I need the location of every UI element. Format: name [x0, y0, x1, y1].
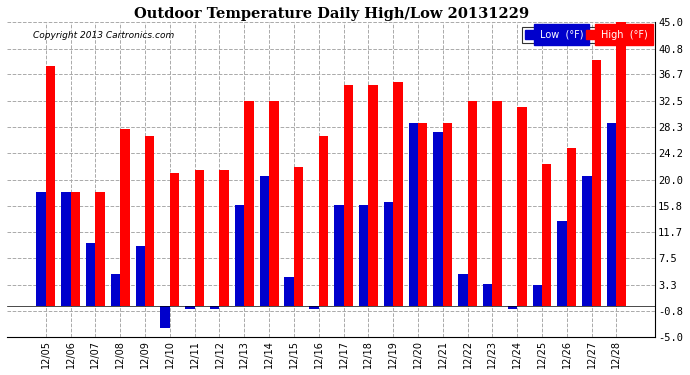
Bar [368, 85, 377, 306]
Bar [269, 101, 279, 306]
Bar [219, 170, 229, 306]
Title: Outdoor Temperature Daily High/Low 20131229: Outdoor Temperature Daily High/Low 20131… [134, 7, 529, 21]
Bar [542, 164, 551, 306]
Legend: Low  (°F), High  (°F): Low (°F), High (°F) [522, 27, 651, 43]
Bar [533, 285, 542, 306]
Bar [319, 135, 328, 306]
Bar [37, 192, 46, 306]
Bar [616, 22, 626, 306]
Bar [46, 66, 55, 306]
Bar [582, 177, 591, 306]
Bar [393, 82, 402, 306]
Bar [170, 173, 179, 306]
Bar [61, 192, 70, 306]
Bar [235, 205, 244, 306]
Bar [468, 101, 477, 306]
Bar [70, 192, 80, 306]
Bar [294, 167, 304, 306]
Bar [518, 107, 526, 306]
Bar [558, 220, 566, 306]
Bar [145, 135, 155, 306]
Bar [384, 202, 393, 306]
Bar [433, 132, 443, 306]
Bar [418, 123, 427, 306]
Bar [359, 205, 368, 306]
Bar [508, 306, 518, 309]
Bar [120, 129, 130, 306]
Bar [591, 60, 601, 306]
Bar [607, 123, 616, 306]
Bar [244, 101, 254, 306]
Bar [408, 123, 418, 306]
Bar [284, 277, 294, 306]
Bar [95, 192, 105, 306]
Bar [458, 274, 468, 306]
Bar [136, 246, 145, 306]
Bar [309, 306, 319, 309]
Bar [111, 274, 120, 306]
Bar [483, 284, 493, 306]
Bar [210, 306, 219, 309]
Bar [185, 306, 195, 309]
Bar [195, 170, 204, 306]
Bar [566, 148, 576, 306]
Bar [493, 101, 502, 306]
Bar [161, 306, 170, 328]
Bar [334, 205, 344, 306]
Bar [344, 85, 353, 306]
Bar [86, 243, 95, 306]
Bar [259, 177, 269, 306]
Text: Copyright 2013 Cartronics.com: Copyright 2013 Cartronics.com [33, 31, 175, 40]
Bar [443, 123, 452, 306]
